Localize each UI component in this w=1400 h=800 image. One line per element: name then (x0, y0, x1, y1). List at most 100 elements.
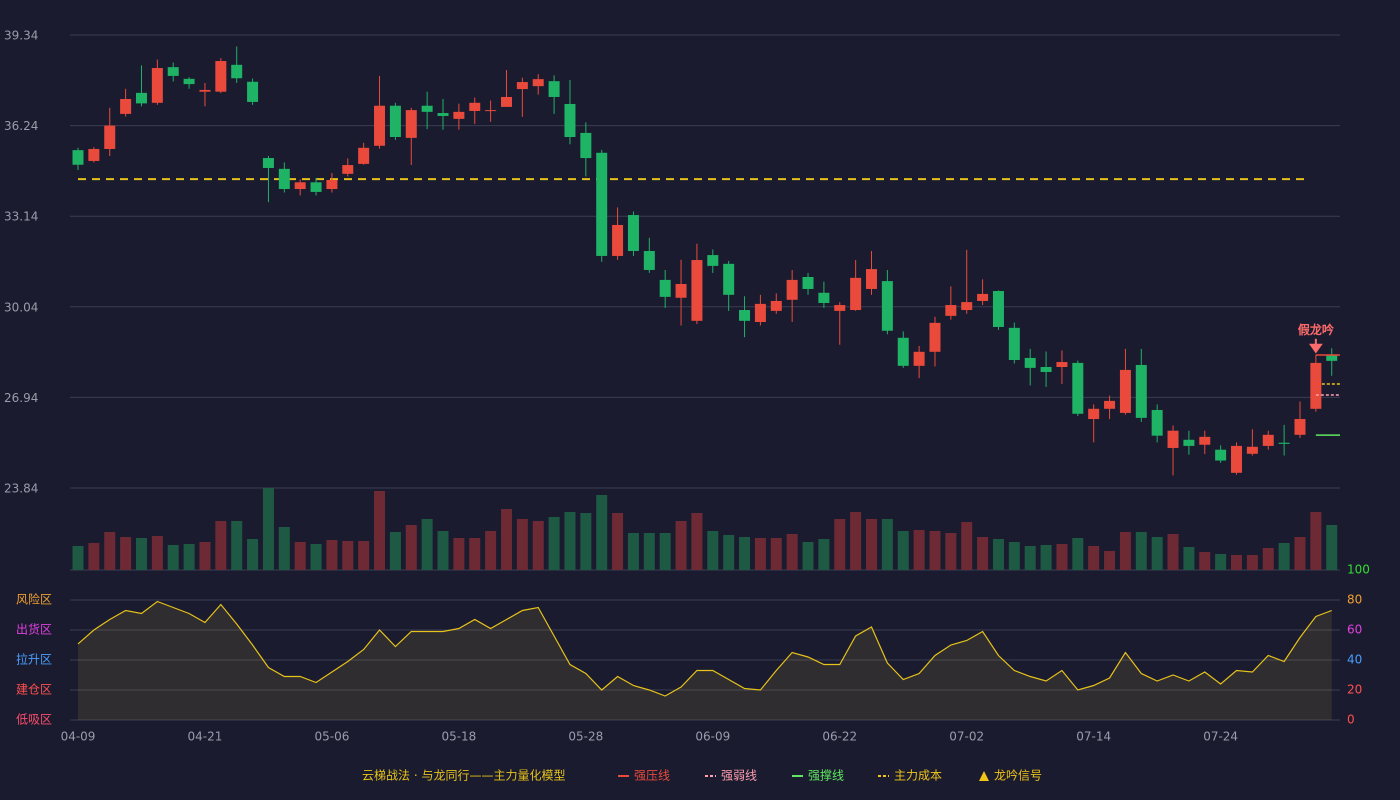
candle-body (278, 168, 290, 190)
candle-body (659, 279, 671, 297)
candle-body (151, 68, 163, 103)
legend-label: 云梯战法 · 与龙同行——主力量化模型 (362, 769, 565, 783)
indicator-line (77, 600, 1332, 697)
candle-body (739, 310, 751, 321)
y2-tick-label: 40 (1347, 653, 1362, 667)
candle-body (1294, 419, 1306, 435)
volume-bar (215, 521, 227, 570)
candle-body (818, 292, 830, 304)
volume-bar (564, 512, 576, 570)
volume-bar (135, 538, 147, 570)
candle-body (485, 110, 497, 112)
zone-label: 拉升区 (16, 652, 52, 667)
y-tick-label: 26.94 (4, 391, 38, 405)
volume-bar (866, 519, 877, 570)
candle-body (643, 250, 655, 270)
volume-bar (1215, 554, 1227, 570)
candle-body (1183, 439, 1195, 446)
volume-bar (453, 538, 465, 570)
volume-bar (262, 488, 274, 570)
candle-body (1151, 409, 1163, 436)
legend-label: 强弱线 (721, 769, 757, 783)
volume-bar (1199, 552, 1211, 570)
volume-bar (977, 537, 989, 570)
volume-bar (675, 521, 687, 570)
volume-bar (310, 544, 322, 570)
volume-bar (183, 544, 195, 570)
candle-body (627, 215, 639, 251)
candle-body (1215, 449, 1227, 461)
x-tick-label: 04-09 (61, 730, 96, 744)
signal-label: 假龙吟 (1298, 322, 1334, 337)
candle-body (897, 337, 909, 366)
volume-bar (643, 533, 655, 570)
candle-body (1040, 367, 1052, 372)
zone-label: 低吸区 (16, 713, 52, 727)
candle-body (754, 303, 766, 322)
volume-bar (199, 542, 211, 570)
volume-bar (469, 538, 481, 570)
legend-label: 主力成本 (894, 769, 942, 783)
volume-bar (913, 530, 925, 570)
volume-bar (1246, 555, 1258, 570)
candle-body (374, 105, 386, 146)
volume-bar (881, 519, 893, 570)
volume-bar (1294, 537, 1306, 570)
legend-swatch (979, 771, 989, 781)
volume-bar (294, 542, 306, 570)
candle-body (247, 81, 259, 102)
volume-bar (897, 531, 909, 570)
candle-body (405, 110, 417, 138)
volume-bar (627, 533, 639, 570)
candle-body (834, 305, 846, 311)
candle-body (231, 64, 243, 79)
volume-bar (326, 540, 338, 570)
candle-body (453, 111, 465, 119)
candle-body (1167, 430, 1179, 448)
candle-body (1278, 442, 1290, 444)
x-tick-label: 06-22 (822, 730, 857, 744)
volume-bar (437, 531, 449, 570)
volume-bar (802, 542, 814, 570)
candle-body (564, 103, 576, 137)
volume-bar (72, 546, 84, 570)
candle-body (1231, 445, 1243, 473)
candle-body (612, 224, 624, 256)
volume-bar (500, 509, 512, 570)
volume-bar (1040, 545, 1052, 570)
x-tick-label: 07-14 (1076, 730, 1111, 744)
candle-body (881, 281, 893, 331)
volume-bar (167, 545, 179, 570)
candle-body (1072, 362, 1084, 414)
volume-bar (405, 525, 417, 570)
volume-bar (818, 539, 830, 570)
volume-bar (612, 513, 624, 570)
volume-bar (1151, 537, 1163, 570)
volume-bar (723, 535, 735, 570)
indicator-area (78, 601, 1332, 720)
volume-bar (1024, 546, 1036, 570)
volume-bar (1072, 538, 1084, 570)
volume-bar (532, 521, 544, 570)
volume-bar (707, 531, 719, 570)
y-tick-label: 39.34 (4, 29, 38, 43)
zone-label: 风险区 (16, 592, 52, 607)
candle-body (1008, 327, 1020, 360)
volume-bar (580, 513, 592, 570)
volume-bar (389, 532, 401, 570)
x-tick-label: 06-09 (695, 730, 730, 744)
zone-label: 出货区 (16, 622, 52, 637)
candle-body (1326, 355, 1338, 361)
zone-label: 建仓区 (16, 683, 52, 697)
y2-tick-label: 80 (1347, 593, 1362, 607)
volume-bar (1326, 525, 1338, 570)
candle-body (1088, 408, 1100, 420)
volume-bar (1262, 548, 1274, 570)
candle-body (992, 291, 1004, 327)
candle-body (675, 284, 687, 298)
volume-bar (278, 527, 290, 570)
candle-body (500, 96, 512, 107)
volume-bar (548, 517, 560, 570)
candle-body (596, 152, 608, 256)
volume-bar (850, 512, 862, 570)
